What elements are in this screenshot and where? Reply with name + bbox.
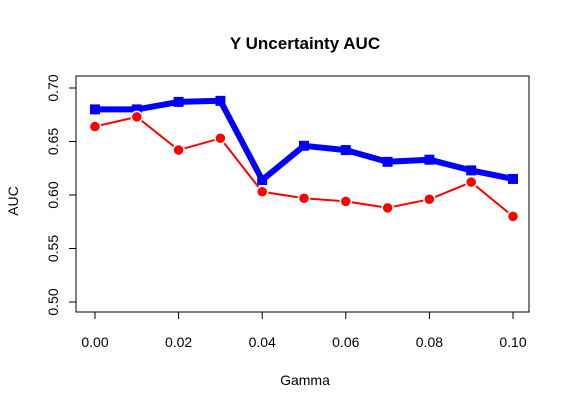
data-point-square [173,96,184,107]
x-axis-label: Gamma [280,372,330,388]
x-tick-label: 0.08 [416,334,443,350]
data-point-circle [464,175,478,189]
y-tick-label: 0.65 [45,128,61,155]
series-square [90,95,518,186]
data-point-circle [130,110,144,124]
x-tick-label: 0.00 [81,334,108,350]
y-tick-label: 0.55 [45,235,61,262]
data-point-square [424,154,435,165]
data-point-circle [423,193,436,206]
x-tick-label: 0.02 [165,334,192,350]
y-tick-label: 0.60 [45,181,61,208]
data-point-circle [506,210,520,223]
data-point-circle [297,191,311,205]
data-point-circle [381,201,394,215]
x-tick-label: 0.04 [249,334,276,350]
y-tick-label: 0.70 [45,74,61,101]
data-point-square [466,165,477,176]
data-point-square [90,104,100,115]
series-circle [88,110,520,223]
data-point-square [257,175,268,186]
data-point-square [508,173,518,184]
y-axis: 0.50 0.55 0.60 0.65 0.70 [45,74,77,316]
data-point-square [131,104,142,115]
data-point-circle [172,143,185,157]
data-point-circle [214,132,227,145]
data-point-square [382,156,393,167]
x-tick-label: 0.10 [499,334,526,350]
data-point-circle [255,185,269,199]
data-point-square [299,140,309,151]
y-axis-label: AUC [5,186,21,216]
series-layer [88,95,520,223]
x-axis: 0.00 0.02 0.04 0.06 0.08 0.10 [81,311,527,350]
data-point-square [215,95,226,106]
data-point-circle [339,195,353,208]
x-tick-label: 0.06 [332,334,359,350]
chart-title: Y Uncertainty AUC [230,34,380,53]
series-line [95,97,514,183]
y-tick-label: 0.50 [45,288,61,315]
data-point-circle [88,120,102,133]
data-point-square [340,145,351,156]
